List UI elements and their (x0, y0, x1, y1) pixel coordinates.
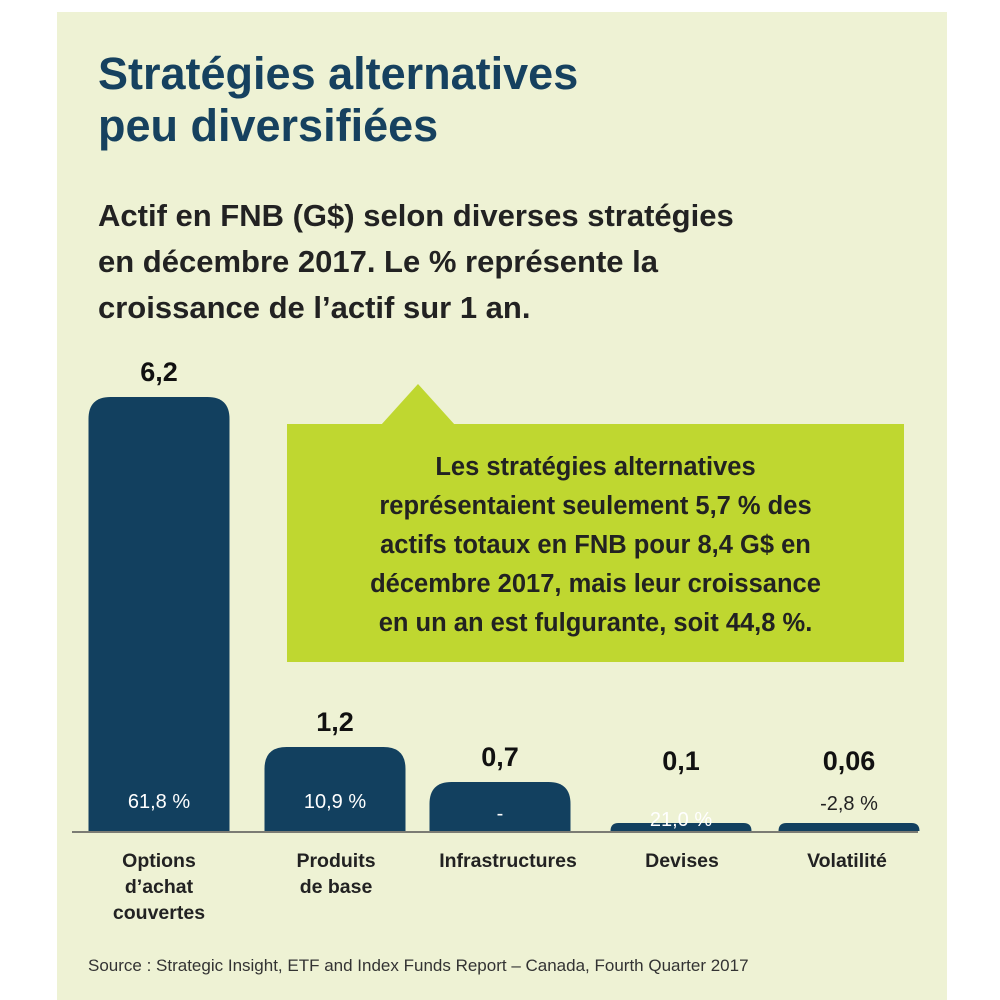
category-label-volatilite: Volatilité (747, 848, 947, 874)
callout-line-4: décembre 2017, mais leur croissance (370, 570, 821, 598)
category-label-line: Options (122, 850, 196, 872)
growth-label-4: -2,8 % (820, 793, 878, 815)
bar-1 (264, 747, 406, 831)
value-label-1: 1,2 (316, 707, 354, 737)
bar-3 (610, 823, 752, 831)
growth-label-3: 21,0 % (650, 809, 712, 831)
category-label-produits: Produits de base (236, 848, 436, 900)
category-label-options: Options d’achat couvertes (59, 848, 259, 926)
bar-0 (88, 397, 230, 831)
callout-line-5: en un an est fulgurante, soit 44,8 %. (378, 609, 813, 637)
callout-line-2: représentaient seulement 5,7 % des (379, 492, 812, 520)
category-label-line: couvertes (112, 902, 206, 924)
category-label-line: de base (299, 876, 373, 898)
value-label-0: 6,2 (140, 357, 178, 387)
value-label-4: 0,06 (823, 746, 876, 776)
chart-subtitle: Actif en FNB (G$) selon diverses stratég… (98, 193, 928, 331)
source-note: Source : Strategic Insight, ETF and Inde… (88, 956, 749, 975)
callout-text: Les stratégies alternatives représentaie… (287, 448, 904, 643)
callout-line-1: Les stratégies alternatives (435, 453, 756, 481)
subtitle-line-3: croissance de l’actif sur 1 an. (98, 290, 531, 325)
value-label-3: 0,1 (662, 746, 700, 776)
category-label-line: Infrastructures (439, 850, 577, 872)
growth-label-1: 10,9 % (304, 791, 366, 813)
title-line-2: peu diversifiées (98, 100, 439, 151)
category-label-line: Volatilité (807, 850, 887, 872)
callout-box (287, 424, 904, 662)
category-label-infrastructures: Infrastructures (408, 848, 608, 874)
category-label-line: Produits (296, 850, 376, 872)
chart-title: Stratégies alternatives peu diversifiées (98, 48, 898, 152)
callout-pointer (381, 384, 455, 425)
growth-label-0: 61,8 % (128, 791, 190, 813)
subtitle-line-1: Actif en FNB (G$) selon diverses stratég… (98, 198, 734, 233)
value-label-2: 0,7 (481, 742, 519, 772)
bar-2 (429, 782, 571, 831)
subtitle-line-2: en décembre 2017. Le % représente la (98, 244, 659, 279)
category-label-devises: Devises (582, 848, 782, 874)
growth-label-2: - (497, 803, 504, 825)
callout-line-3: actifs totaux en FNB pour 8,4 G$ en (380, 531, 811, 559)
category-label-line: Devises (645, 850, 719, 872)
category-label-line: d’achat (124, 876, 194, 898)
title-line-1: Stratégies alternatives (98, 48, 579, 99)
bar-4 (778, 823, 920, 831)
